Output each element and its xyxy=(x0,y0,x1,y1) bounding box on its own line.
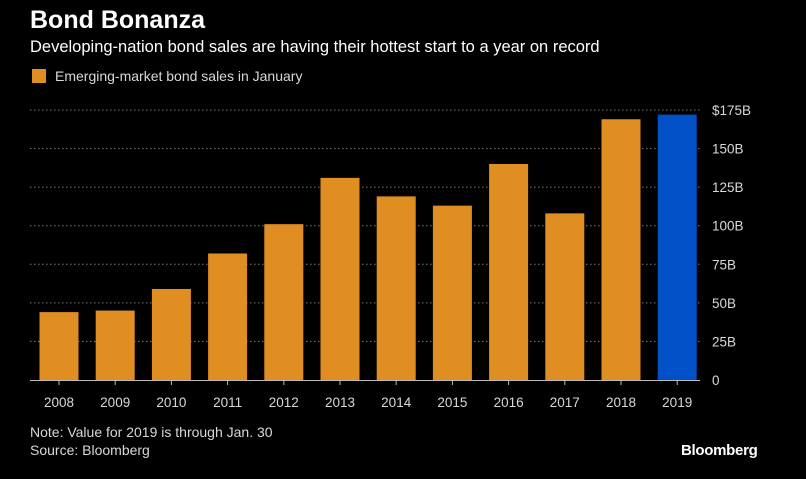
x-tick-label: 2017 xyxy=(550,395,580,410)
bar-2014 xyxy=(376,196,416,380)
bar-2017 xyxy=(545,213,585,380)
bar-2018 xyxy=(601,119,641,380)
bar-2011 xyxy=(208,253,248,380)
bars xyxy=(39,114,697,380)
x-tick-label: 2010 xyxy=(156,395,186,410)
bar-2008 xyxy=(39,312,79,380)
y-tick-label: 125B xyxy=(712,180,744,195)
legend-swatch xyxy=(32,69,46,83)
footnote: Note: Value for 2019 is through Jan. 30 … xyxy=(30,423,273,459)
chart-title: Bond Bonanza xyxy=(30,6,205,34)
x-tick-label: 2009 xyxy=(100,395,130,410)
x-axis-ticks: 2008 2009 2010 2011 2012 2013 2014 2015 2016 2017… xyxy=(44,380,692,410)
x-tick-label: 2014 xyxy=(381,395,412,410)
x-tick-label: 2018 xyxy=(606,395,636,410)
y-tick-label: 100B xyxy=(712,219,744,234)
x-tick-label: 2012 xyxy=(269,395,299,410)
grid-lines xyxy=(30,109,700,342)
x-tick-label: 2019 xyxy=(662,395,692,410)
legend-label: Emerging-market bond sales in January xyxy=(55,68,303,84)
chart-subtitle: Developing-nation bond sales are having … xyxy=(30,38,600,56)
y-tick-label: 75B xyxy=(712,257,736,272)
y-axis-labels: 0 25B 50B 75B 100B 125B 150B $175B xyxy=(712,103,751,388)
y-tick-label: $175B xyxy=(712,103,751,118)
x-tick-label: 2011 xyxy=(213,395,242,410)
x-tick-label: 2016 xyxy=(494,395,524,410)
y-tick-label: 25B xyxy=(712,334,736,349)
bar-2019 xyxy=(657,114,697,380)
note-text: Note: Value for 2019 is through Jan. 30 xyxy=(30,424,273,440)
bar-2012 xyxy=(264,224,304,380)
bar-2013 xyxy=(320,177,360,380)
bar-2016 xyxy=(489,164,529,380)
bloomberg-logo: Bloomberg xyxy=(681,442,758,459)
bar-2010 xyxy=(151,288,191,380)
y-tick-label: 150B xyxy=(712,142,744,157)
bar-2009 xyxy=(95,310,135,380)
bar-2015 xyxy=(432,205,472,380)
x-tick-label: 2008 xyxy=(44,395,74,410)
y-tick-label: 50B xyxy=(712,296,736,311)
legend: Emerging-market bond sales in January xyxy=(32,68,302,84)
x-tick-label: 2015 xyxy=(437,395,467,410)
x-tick-label: 2013 xyxy=(325,395,355,410)
y-tick-label: 0 xyxy=(712,373,720,388)
source-text: Source: Bloomberg xyxy=(30,442,150,458)
